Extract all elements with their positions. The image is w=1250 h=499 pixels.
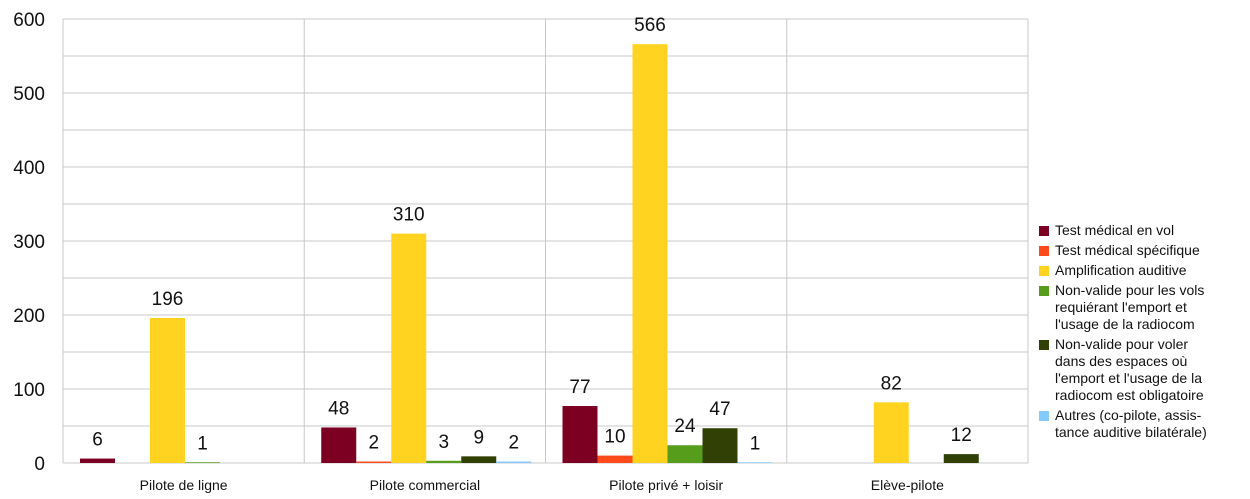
- legend-label: Test médical en vol: [1055, 222, 1175, 238]
- data-label: 2: [508, 433, 519, 454]
- bar: [80, 458, 115, 463]
- bars: [80, 44, 979, 463]
- bar: [496, 461, 532, 463]
- legend-label: Non-valide pour voler dans des espaces o…: [1055, 336, 1204, 403]
- bar: [943, 454, 979, 463]
- y-tick-label: 100: [13, 380, 45, 401]
- bar: [632, 44, 668, 463]
- bar: [391, 233, 427, 463]
- bar: [562, 406, 598, 463]
- data-label: 2: [368, 433, 379, 454]
- bar: [702, 428, 738, 463]
- bar: [597, 455, 633, 463]
- bar: [873, 402, 909, 463]
- legend-item: Amplification auditive: [1039, 262, 1249, 279]
- y-tick-label: 400: [13, 158, 45, 179]
- legend-swatch: [1039, 411, 1049, 421]
- data-label: 3: [438, 432, 449, 453]
- data-label: 77: [569, 377, 590, 398]
- bar: [356, 461, 392, 463]
- legend-label: Amplification auditive: [1055, 262, 1187, 278]
- x-tick-label: Pilote commercial: [370, 477, 480, 493]
- bar: [426, 460, 462, 463]
- bar-chart: 6 48 77 2 10 196 310 566 82 1 3 24 9 47 12 2 1 0 100 200 30…: [13, 10, 1029, 493]
- legend-item: Test médical en vol: [1039, 222, 1249, 239]
- legend-swatch: [1039, 286, 1049, 296]
- data-label: 1: [750, 433, 761, 454]
- bar: [321, 427, 357, 463]
- legend-swatch: [1039, 226, 1049, 236]
- y-tick-label: 300: [13, 232, 45, 253]
- axes: 0 100 200 300 400 500 600 Pilote de ligne Pilote…: [13, 10, 944, 493]
- bar: [185, 462, 220, 463]
- grid-lines: [62, 18, 1029, 464]
- data-label: 9: [473, 427, 484, 448]
- y-tick-label: 500: [13, 84, 45, 105]
- legend: Test médical en vol Test médical spécifiq…: [1039, 222, 1249, 444]
- y-tick-label: 0: [34, 454, 45, 475]
- data-label: 24: [674, 416, 696, 437]
- data-label: 6: [92, 430, 103, 451]
- x-tick-label: Elève-pilote: [871, 477, 944, 493]
- data-label: 1: [197, 433, 208, 454]
- legend-swatch: [1039, 266, 1049, 276]
- legend-item: Non-valide pour les vols requiérant l'em…: [1039, 282, 1249, 333]
- x-tick-label: Pilote de ligne: [140, 477, 228, 493]
- legend-label: Test médical spécifique: [1055, 242, 1200, 258]
- data-label: 566: [634, 15, 666, 36]
- y-tick-label: 200: [13, 306, 45, 327]
- legend-swatch: [1039, 340, 1049, 350]
- legend-label: Non-valide pour les vols requiérant l'em…: [1055, 282, 1205, 332]
- bar: [737, 462, 773, 463]
- data-label: 48: [328, 398, 349, 419]
- y-tick-label: 600: [13, 10, 45, 31]
- bar: [150, 317, 185, 463]
- data-label: 196: [152, 289, 184, 310]
- data-label: 10: [604, 427, 625, 448]
- bar: [667, 445, 703, 463]
- legend-label: Autres (co-pilote, assis- tance auditive…: [1055, 407, 1207, 440]
- data-labels: 6 48 77 2 10 196 310 566 82 1 3 24 9 47 12 2 1: [92, 15, 972, 454]
- bar: [461, 456, 497, 463]
- legend-item: Test médical spécifique: [1039, 242, 1249, 259]
- x-tick-label: Pilote privé + loisir: [609, 477, 723, 493]
- data-label: 47: [709, 399, 730, 420]
- data-label: 12: [951, 425, 972, 446]
- legend-item: Non-valide pour voler dans des espaces o…: [1039, 336, 1249, 404]
- legend-item: Autres (co-pilote, assis- tance auditive…: [1039, 407, 1249, 441]
- data-label: 82: [881, 373, 902, 394]
- legend-swatch: [1039, 246, 1049, 256]
- data-label: 310: [393, 205, 425, 226]
